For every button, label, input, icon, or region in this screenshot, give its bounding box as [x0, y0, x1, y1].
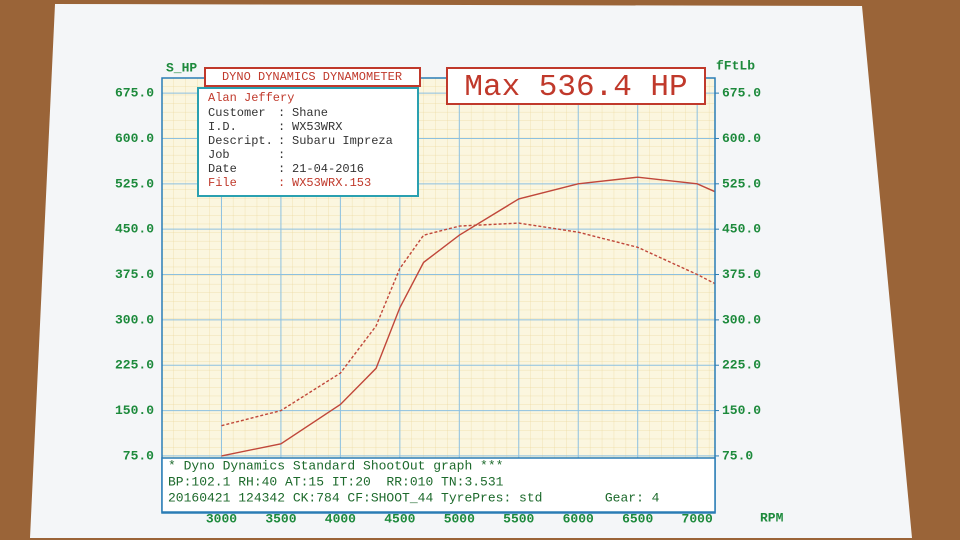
footer-line: 20160421 124342 CK:784 CF:SHOOT_44 TyreP… — [168, 490, 660, 505]
x-tick-label: 3500 — [265, 511, 296, 526]
info-text: Shane — [292, 106, 328, 120]
footer: * Dyno Dynamics Standard ShootOut graph … — [168, 458, 660, 505]
series-line — [221, 176, 716, 457]
info-text: : — [278, 176, 285, 190]
y2-tick-label: 675.0 — [722, 86, 761, 101]
y2-tick-label: 150.0 — [722, 403, 761, 418]
info-text: : — [278, 148, 285, 162]
x-tick-label: 4000 — [325, 511, 356, 526]
lines — [221, 176, 716, 457]
y2-tick-label: 600.0 — [722, 131, 761, 146]
y-tick-label: 225.0 — [115, 358, 154, 373]
y2-tick-label: 75.0 — [722, 448, 753, 463]
info-name: Alan Jeffery — [208, 91, 294, 105]
title-box — [204, 67, 421, 87]
x-tick-label: 3000 — [206, 511, 237, 526]
x-tick-label: 6500 — [622, 511, 653, 526]
y2-tick-label: 375.0 — [722, 267, 761, 282]
x-tick-label: 7000 — [682, 511, 713, 526]
y2-axis-label: fFtLb — [716, 58, 755, 73]
max-label: Max 536.4 HP — [464, 70, 687, 105]
y-tick-label: 675.0 — [115, 86, 154, 101]
y-tick-label: 600.0 — [115, 131, 154, 146]
info-text: : — [278, 162, 285, 176]
info-text: File — [208, 176, 237, 190]
y2-tick-label: 300.0 — [722, 312, 761, 327]
info-text: Subaru Impreza — [292, 134, 393, 148]
footer-box — [161, 457, 716, 513]
info-text: WX53WRX.153 — [292, 176, 371, 190]
x-tick-label: 5500 — [503, 511, 534, 526]
x-axis-label: RPM — [760, 510, 784, 525]
chart-title: DYNO DYNAMICS DYNAMOMETER — [222, 70, 402, 84]
info-text: 21-04-2016 — [292, 162, 364, 176]
y2-tick-label: 525.0 — [722, 176, 761, 191]
info-text: : — [278, 134, 285, 148]
info-rows: Customer: Shane I.D.: WX53WRX Descript.: Suba… — [208, 106, 393, 190]
y-tick-label: 75.0 — [123, 448, 154, 463]
footer-line: BP:102.1 RH:40 AT:15 IT:20 RR:010 TN:3.5… — [168, 474, 504, 489]
footer-line: * Dyno Dynamics Standard ShootOut graph … — [168, 458, 503, 473]
y-axis-label: S_HP — [166, 60, 197, 75]
x-tick-label: 5000 — [444, 511, 475, 526]
y-tick-label: 450.0 — [115, 222, 154, 237]
y2-tick-label: 225.0 — [722, 358, 761, 373]
y-tick-label: 150.0 — [115, 403, 154, 418]
y-tick-label: 525.0 — [115, 176, 154, 191]
info-text: Descript. — [208, 134, 273, 148]
info-text: WX53WRX — [292, 120, 342, 134]
info-box — [197, 87, 419, 197]
info-text: I.D. — [208, 120, 237, 134]
plot-frame — [161, 77, 716, 514]
x-tick-label: 4500 — [384, 511, 415, 526]
info-text: Customer — [208, 106, 266, 120]
series-line — [221, 222, 716, 427]
max-box — [446, 67, 706, 105]
y-tick-label: 300.0 — [115, 312, 154, 327]
y2-tick-label: 450.0 — [722, 222, 761, 237]
info-text: : — [278, 120, 285, 134]
info-text: Date — [208, 162, 237, 176]
y-tick-label: 375.0 — [115, 267, 154, 282]
x-tick-label: 6000 — [563, 511, 594, 526]
info-text: : — [278, 106, 285, 120]
info-text: Job — [208, 148, 230, 162]
